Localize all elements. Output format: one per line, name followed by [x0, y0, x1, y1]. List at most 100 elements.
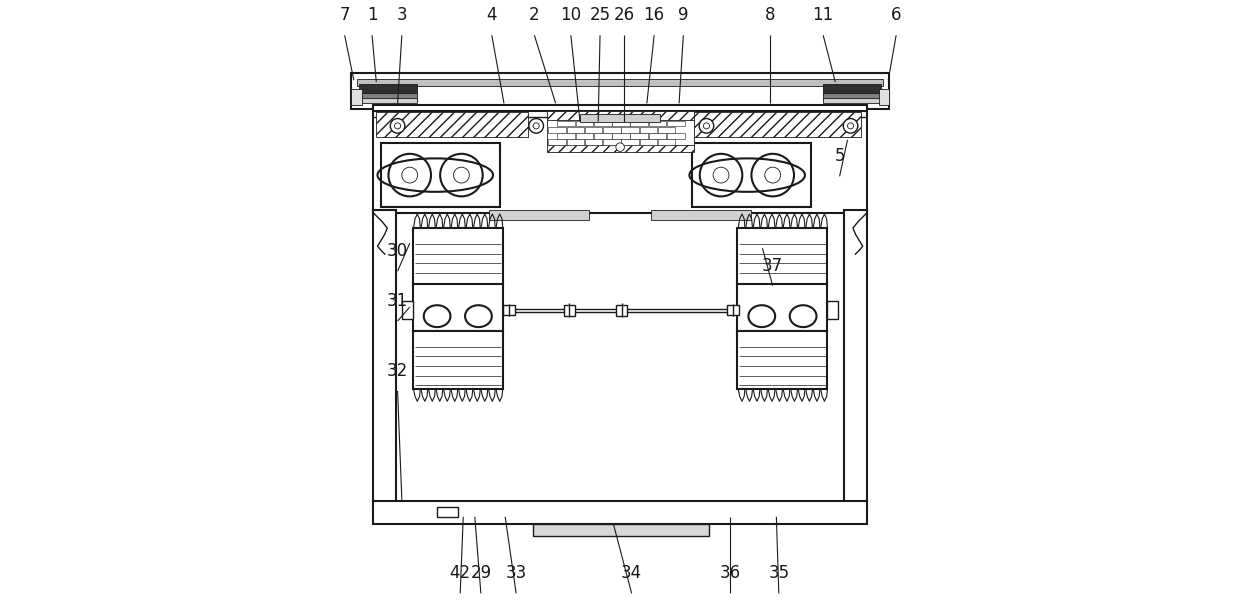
- Bar: [631, 121, 648, 126]
- Circle shape: [616, 143, 624, 151]
- Bar: [585, 139, 602, 145]
- Text: 37: 37: [762, 257, 783, 275]
- Bar: [373, 105, 867, 213]
- Bar: [576, 133, 593, 139]
- Bar: [558, 121, 575, 126]
- Bar: [823, 98, 881, 103]
- Circle shape: [394, 123, 400, 129]
- Bar: [585, 127, 602, 133]
- Bar: [621, 127, 639, 133]
- Bar: [878, 89, 890, 105]
- Circle shape: [714, 167, 729, 183]
- Bar: [576, 121, 593, 126]
- Bar: [649, 121, 667, 126]
- Bar: [437, 507, 458, 517]
- Bar: [549, 127, 566, 133]
- Text: 6: 6: [891, 6, 902, 24]
- Bar: [533, 524, 710, 536]
- Circle shape: [847, 123, 854, 129]
- Bar: [413, 284, 503, 331]
- Bar: [737, 228, 828, 286]
- Bar: [658, 139, 675, 145]
- Bar: [612, 133, 629, 139]
- Bar: [844, 210, 867, 517]
- Bar: [639, 139, 657, 145]
- Text: 32: 32: [387, 362, 408, 380]
- Bar: [564, 305, 575, 316]
- Text: 35: 35: [768, 564, 789, 582]
- Circle shape: [440, 154, 483, 196]
- Bar: [580, 114, 660, 122]
- Bar: [359, 98, 418, 103]
- Bar: [593, 121, 612, 126]
- Circle shape: [529, 119, 544, 133]
- Bar: [639, 127, 657, 133]
- Ellipse shape: [465, 305, 492, 327]
- Text: 36: 36: [720, 564, 741, 582]
- Bar: [621, 139, 639, 145]
- Circle shape: [389, 154, 431, 196]
- Text: 33: 33: [506, 564, 527, 582]
- Bar: [377, 112, 528, 137]
- Text: 7: 7: [339, 6, 349, 24]
- Circle shape: [390, 119, 405, 133]
- Text: 10: 10: [560, 6, 581, 24]
- Bar: [413, 331, 503, 389]
- Bar: [603, 127, 621, 133]
- Bar: [558, 133, 575, 139]
- Bar: [667, 121, 685, 126]
- Circle shape: [533, 123, 539, 129]
- Text: 31: 31: [387, 292, 408, 310]
- Circle shape: [700, 154, 742, 196]
- Text: 2: 2: [529, 6, 540, 24]
- Bar: [488, 210, 589, 220]
- Bar: [693, 143, 812, 207]
- Bar: [503, 305, 515, 315]
- Bar: [566, 127, 585, 133]
- Bar: [737, 284, 828, 331]
- Bar: [351, 89, 362, 105]
- Bar: [667, 133, 685, 139]
- Bar: [658, 127, 675, 133]
- Bar: [737, 331, 828, 389]
- Ellipse shape: [748, 305, 776, 327]
- Circle shape: [844, 119, 857, 133]
- Bar: [413, 228, 503, 286]
- Bar: [351, 73, 890, 109]
- Bar: [549, 139, 566, 145]
- Text: 1: 1: [367, 6, 378, 24]
- Bar: [546, 111, 694, 122]
- Circle shape: [751, 154, 794, 196]
- Bar: [603, 139, 621, 145]
- Text: 5: 5: [834, 147, 845, 165]
- Bar: [660, 112, 861, 137]
- Bar: [649, 133, 667, 139]
- Text: 11: 11: [813, 6, 834, 24]
- Ellipse shape: [424, 305, 451, 327]
- Circle shape: [453, 167, 470, 183]
- Text: 34: 34: [621, 564, 642, 582]
- Circle shape: [764, 167, 781, 183]
- Bar: [401, 301, 413, 319]
- Bar: [652, 210, 751, 220]
- Bar: [382, 143, 499, 207]
- Bar: [373, 501, 867, 524]
- Text: 25: 25: [590, 6, 611, 24]
- Bar: [359, 93, 418, 100]
- Bar: [566, 139, 585, 145]
- Ellipse shape: [789, 305, 817, 327]
- Bar: [823, 84, 881, 94]
- Text: 9: 9: [678, 6, 689, 24]
- Bar: [546, 120, 694, 146]
- Bar: [373, 210, 396, 517]
- Circle shape: [699, 119, 714, 133]
- Circle shape: [401, 167, 418, 183]
- Bar: [357, 79, 883, 86]
- Text: 3: 3: [396, 6, 408, 24]
- Text: 16: 16: [643, 6, 664, 24]
- Bar: [359, 84, 418, 94]
- Text: 29: 29: [471, 564, 492, 582]
- Bar: [612, 121, 629, 126]
- Text: 26: 26: [613, 6, 634, 24]
- Text: 4: 4: [487, 6, 497, 24]
